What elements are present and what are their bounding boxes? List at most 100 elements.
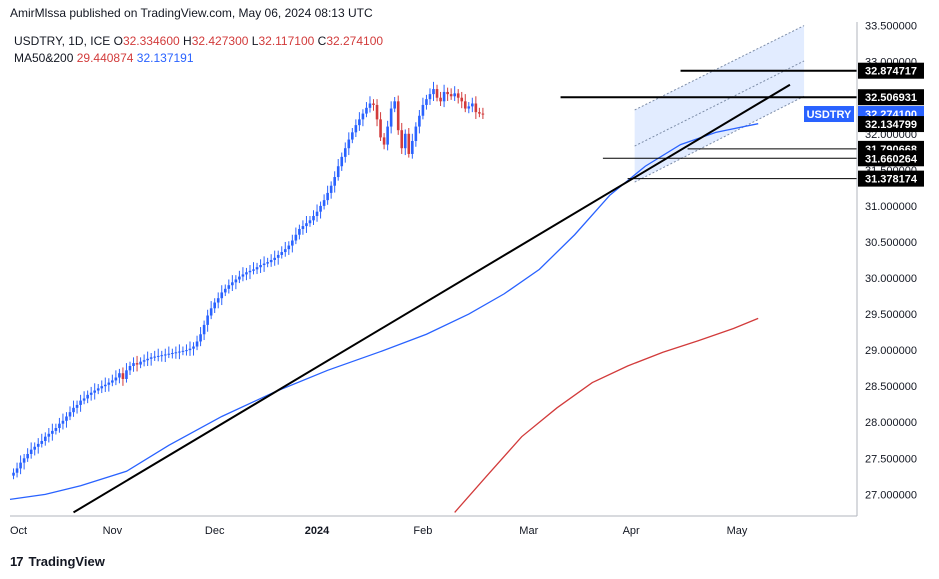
- candle-body: [86, 394, 89, 399]
- candle-body: [358, 119, 361, 126]
- x-tick-label: Oct: [10, 525, 27, 537]
- candle-body: [351, 132, 354, 140]
- candle-body: [111, 380, 114, 383]
- candle-body: [79, 400, 82, 405]
- candle-body: [283, 249, 287, 253]
- price-label-box: [858, 62, 924, 79]
- candle-body: [181, 350, 185, 352]
- candle-body: [153, 356, 156, 358]
- candle-body: [255, 267, 259, 270]
- symbol-name: USDTRY, 1D, ICE: [14, 34, 111, 48]
- candle-body: [12, 472, 15, 476]
- candle-body: [442, 91, 446, 102]
- y-tick-label: 27.000000: [865, 489, 917, 501]
- candle-body: [216, 298, 220, 303]
- candle-body: [414, 126, 418, 141]
- candle-body: [43, 436, 47, 441]
- candle-body: [68, 412, 72, 417]
- candle-body: [238, 276, 241, 280]
- candle-body: [114, 377, 118, 381]
- price-label-text: 32.506931: [865, 92, 917, 104]
- trendline: [73, 83, 791, 514]
- candle-body: [368, 103, 372, 108]
- candle-body: [121, 373, 125, 379]
- candle-body: [245, 272, 248, 275]
- candle-body: [188, 348, 192, 351]
- candle-body: [22, 458, 26, 463]
- candle-body: [149, 357, 153, 359]
- candle-body: [446, 91, 449, 95]
- candle-body: [340, 156, 344, 167]
- y-tick-label: 30.500000: [865, 237, 917, 249]
- candle-body: [259, 265, 262, 268]
- candle-body: [403, 133, 407, 149]
- candle-body: [82, 398, 86, 401]
- y-tick-label: 30.000000: [865, 273, 917, 285]
- candle-body: [354, 125, 358, 133]
- candle-body: [375, 104, 379, 120]
- open-label: O: [113, 34, 123, 48]
- candle-body: [315, 211, 319, 216]
- candle-body: [425, 99, 428, 105]
- ma-legend: MA50&200 29.440874 32.137191: [14, 51, 194, 65]
- price-label-text: 32.134799: [865, 119, 917, 131]
- candle-body: [453, 93, 456, 97]
- candle-body: [276, 254, 280, 258]
- candle-body: [372, 103, 375, 105]
- candle-body: [223, 288, 227, 293]
- x-tick-label: May: [727, 525, 748, 537]
- candle-body: [273, 257, 276, 260]
- candle-body: [291, 240, 294, 246]
- candle-body: [478, 112, 481, 114]
- channel-area: [634, 25, 805, 183]
- candle-body: [322, 200, 326, 206]
- candle-body: [93, 390, 96, 393]
- price-label-text: 31.660264: [865, 153, 918, 165]
- candle-body: [199, 334, 202, 342]
- candle-body: [379, 119, 382, 138]
- ma50-value: 29.440874: [76, 51, 134, 65]
- candle-body: [47, 433, 51, 437]
- candle-body: [269, 259, 273, 263]
- symbol-legend: USDTRY, 1D, ICE O32.334600 H32.427300 L3…: [14, 34, 383, 48]
- candle-body: [386, 126, 389, 145]
- candle-body: [54, 428, 58, 431]
- channel-upper-line: [634, 25, 805, 111]
- candle-body: [460, 97, 464, 102]
- candle-body: [449, 94, 453, 97]
- x-tick-label: Dec: [205, 525, 225, 537]
- candle-body: [248, 270, 252, 273]
- candle-body: [305, 223, 308, 227]
- symbol-price-tag: [804, 106, 854, 123]
- candle-body: [347, 139, 351, 149]
- candle-body: [132, 363, 135, 366]
- candle-body: [15, 468, 19, 473]
- candle-body: [312, 215, 315, 221]
- candle-body: [36, 443, 40, 447]
- candle-body: [178, 351, 181, 353]
- candle-body: [65, 416, 68, 421]
- price-label-box: [858, 89, 924, 106]
- candle-body: [33, 446, 37, 450]
- low-value: 32.117100: [258, 34, 315, 48]
- candle-body: [471, 103, 474, 107]
- candle-body: [26, 453, 29, 459]
- ma-red-line: [454, 317, 759, 513]
- candle-body: [72, 407, 75, 413]
- candle-body: [202, 324, 206, 335]
- candle-body: [231, 282, 234, 286]
- tradingview-name: TradingView: [28, 554, 105, 569]
- candle-body: [58, 423, 61, 429]
- candle-body: [75, 404, 79, 408]
- price-label-box: [858, 170, 924, 187]
- candle-body: [428, 94, 432, 100]
- candle-body: [411, 140, 414, 154]
- close-label: C: [317, 34, 327, 48]
- candle-body: [343, 148, 347, 157]
- ma200-value: 32.137191: [136, 51, 194, 65]
- candle-body: [135, 363, 139, 365]
- candle-body: [435, 89, 439, 98]
- candle-body: [287, 245, 291, 250]
- candle-body: [118, 373, 121, 378]
